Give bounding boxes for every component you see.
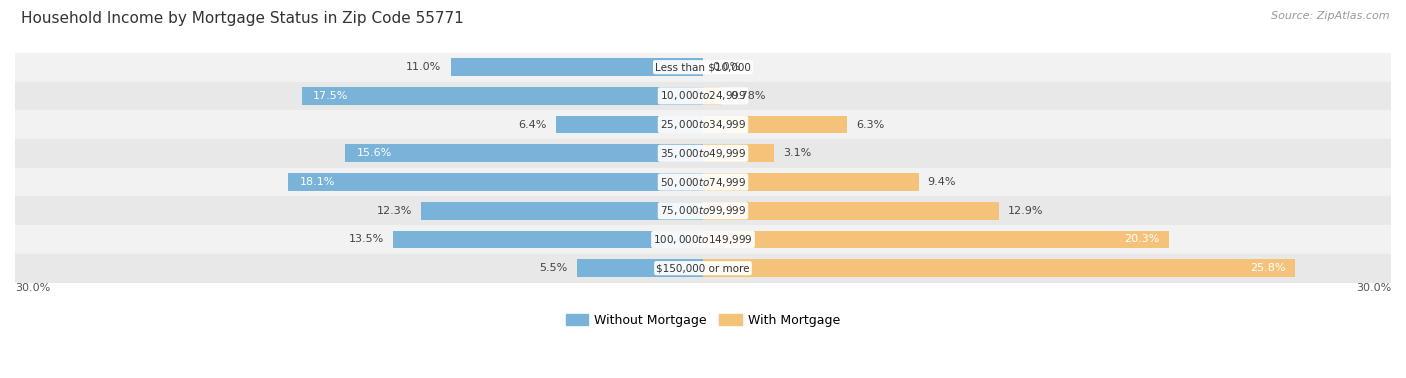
Text: 11.0%: 11.0% xyxy=(406,62,441,72)
Text: 30.0%: 30.0% xyxy=(15,282,51,293)
Bar xyxy=(302,87,703,105)
Text: 13.5%: 13.5% xyxy=(349,234,384,245)
Bar xyxy=(15,53,1391,82)
Bar xyxy=(15,197,1391,225)
Text: 0.78%: 0.78% xyxy=(730,91,765,101)
Text: $150,000 or more: $150,000 or more xyxy=(657,263,749,273)
Bar xyxy=(557,116,703,133)
Bar xyxy=(703,116,848,133)
Text: 12.3%: 12.3% xyxy=(377,206,412,216)
Bar xyxy=(15,254,1391,282)
Bar xyxy=(703,87,721,105)
Text: 20.3%: 20.3% xyxy=(1123,234,1160,245)
Text: 9.4%: 9.4% xyxy=(928,177,956,187)
Text: $75,000 to $99,999: $75,000 to $99,999 xyxy=(659,204,747,217)
Text: 30.0%: 30.0% xyxy=(1355,282,1391,293)
Text: 5.5%: 5.5% xyxy=(540,263,568,273)
Bar xyxy=(15,110,1391,139)
Text: Less than $10,000: Less than $10,000 xyxy=(655,62,751,72)
Bar xyxy=(576,259,703,277)
Text: 6.3%: 6.3% xyxy=(856,119,884,130)
Text: 0.0%: 0.0% xyxy=(713,62,741,72)
Bar xyxy=(394,231,703,248)
Bar xyxy=(703,259,1295,277)
Bar xyxy=(703,202,998,220)
Text: $35,000 to $49,999: $35,000 to $49,999 xyxy=(659,147,747,160)
Bar xyxy=(703,231,1168,248)
Bar xyxy=(15,168,1391,197)
Text: Household Income by Mortgage Status in Zip Code 55771: Household Income by Mortgage Status in Z… xyxy=(21,11,464,26)
Text: 3.1%: 3.1% xyxy=(783,148,811,158)
Text: 15.6%: 15.6% xyxy=(357,148,392,158)
Bar xyxy=(346,144,703,162)
Bar xyxy=(288,173,703,191)
Bar xyxy=(451,58,703,76)
Bar xyxy=(15,139,1391,168)
Text: 12.9%: 12.9% xyxy=(1008,206,1043,216)
Text: $100,000 to $149,999: $100,000 to $149,999 xyxy=(654,233,752,246)
Text: $50,000 to $74,999: $50,000 to $74,999 xyxy=(659,175,747,189)
Bar xyxy=(703,173,918,191)
Text: 17.5%: 17.5% xyxy=(314,91,349,101)
Text: $10,000 to $24,999: $10,000 to $24,999 xyxy=(659,89,747,102)
Text: 18.1%: 18.1% xyxy=(299,177,335,187)
Bar xyxy=(420,202,703,220)
Text: $25,000 to $34,999: $25,000 to $34,999 xyxy=(659,118,747,131)
Bar xyxy=(15,225,1391,254)
Text: 6.4%: 6.4% xyxy=(519,119,547,130)
Bar xyxy=(703,144,775,162)
Text: Source: ZipAtlas.com: Source: ZipAtlas.com xyxy=(1271,11,1389,21)
Text: 25.8%: 25.8% xyxy=(1250,263,1285,273)
Legend: Without Mortgage, With Mortgage: Without Mortgage, With Mortgage xyxy=(565,314,841,327)
Bar xyxy=(15,82,1391,110)
